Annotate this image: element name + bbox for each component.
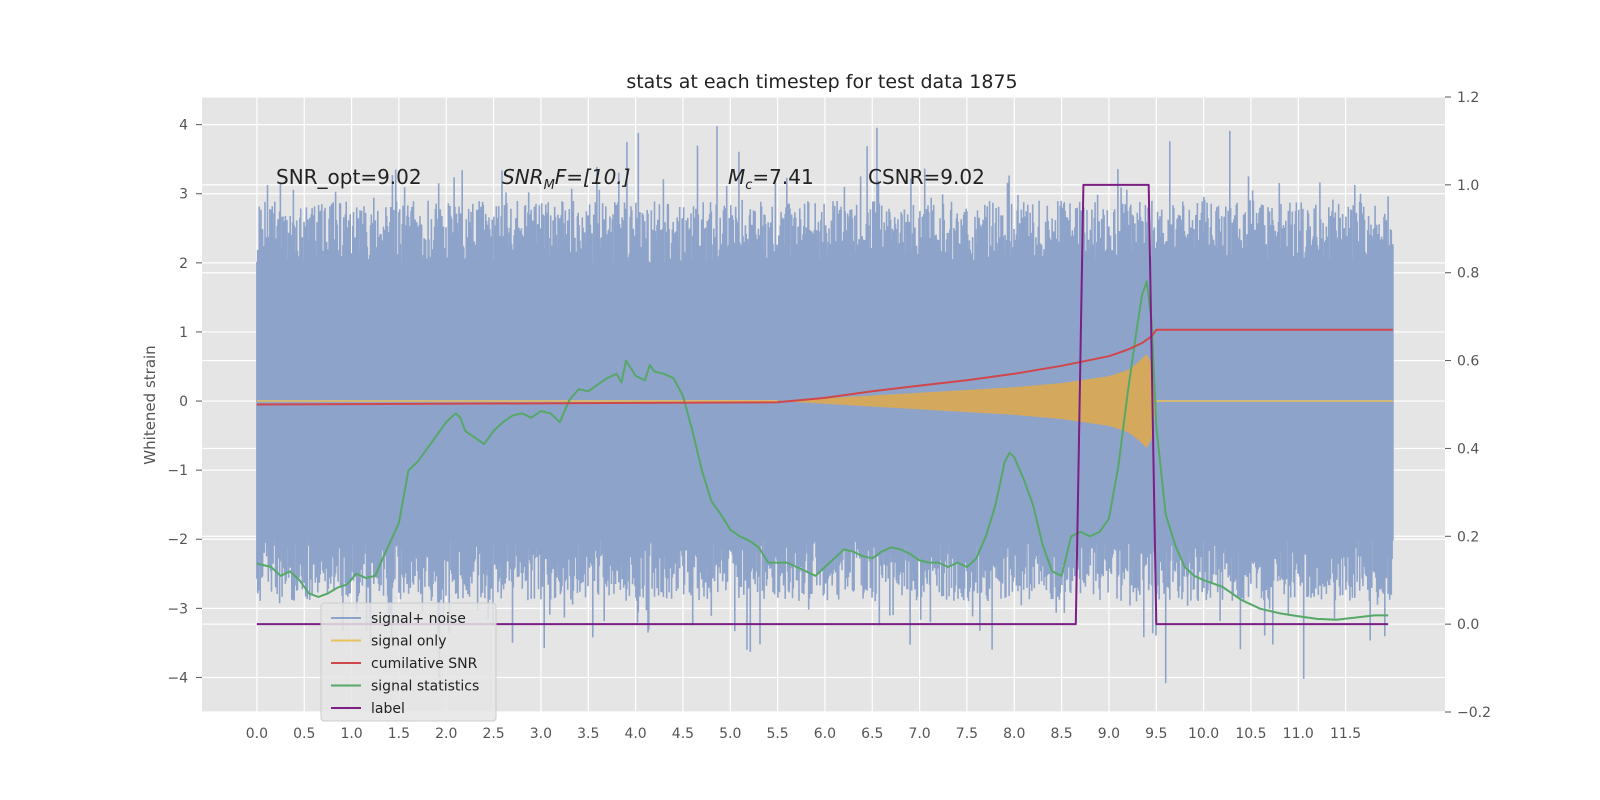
signal-statistics-line [256, 280, 1389, 621]
x-tick-label: 9.0 [1098, 726, 1120, 742]
annotation-mc: Mc=7.41 [728, 165, 814, 193]
signal-only-series [256, 354, 1393, 448]
x-axis: 0.0 0.5 1.0 1.5 2.0 2.5 3.0 3.5 4.0 4.5 5.0 5.5 6.0 6… [246, 726, 1361, 742]
y-tick-label: −1 [167, 463, 188, 479]
annotation-snr-mf-rest: F=[10.] [555, 165, 631, 189]
y2-tick-label: 1.2 [1457, 90, 1479, 106]
y2-tick-label: 1.0 [1457, 178, 1479, 194]
annotation-snr-mf: SNRMF=[10.] [502, 165, 630, 193]
legend-box [320, 602, 497, 722]
legend-entry: signal only [371, 634, 446, 650]
signal-only-envelope [777, 354, 1157, 448]
y2-tick-label: 0.4 [1457, 441, 1479, 457]
annotation-snr-opt: SNR_opt=9.02 [276, 165, 422, 189]
y-tick-label: 2 [179, 256, 188, 272]
x-tick-label: 0.0 [246, 726, 268, 742]
legend-entry: cumilative SNR [371, 656, 478, 672]
x-tick-label: 10.5 [1235, 726, 1266, 742]
line-series [256, 183, 1393, 626]
x-tick-label: 7.0 [908, 726, 930, 742]
x-tick-label: 11.5 [1330, 726, 1361, 742]
annotation-mc-sub: c [745, 178, 752, 193]
x-tick-label: 11.0 [1283, 726, 1314, 742]
y-axis-label: Whitened strain [141, 345, 159, 464]
x-tick-label: 8.5 [1050, 726, 1072, 742]
annotation-mc-rest: =7.41 [752, 165, 813, 189]
x-tick-label: 6.0 [814, 726, 836, 742]
y-axis-right: 1.2 1.0 0.8 0.6 0.4 0.2 0.0 −0.2 [1445, 90, 1491, 721]
x-tick-label: 3.0 [530, 726, 552, 742]
y-tick-label: −2 [167, 532, 188, 548]
x-tick-label: 4.5 [672, 726, 694, 742]
y2-tick-label: 0.2 [1457, 529, 1479, 545]
x-tick-label: 1.0 [340, 726, 362, 742]
label-line [256, 183, 1389, 626]
legend-entry: signal+ noise [371, 611, 466, 627]
y2-tick-label: 0.6 [1457, 354, 1479, 370]
y-tick-label: −4 [167, 670, 188, 686]
y2-tick-label: −0.2 [1457, 705, 1491, 721]
chart-title: stats at each timestep for test data 187… [626, 71, 1017, 93]
x-tick-label: 6.5 [861, 726, 883, 742]
annotation-csnr: CSNR=9.02 [868, 165, 985, 189]
legend: signal+ noise signal only cumilative SNR si… [320, 602, 497, 722]
y-axis-left: 4 3 2 1 0 −1 −2 −3 −4 [167, 118, 202, 686]
cumilative-snr-line [256, 328, 1393, 406]
y-tick-label: 0 [179, 394, 188, 410]
y2-tick-label: 0.0 [1457, 617, 1479, 633]
x-tick-label: 10.0 [1188, 726, 1219, 742]
y-tick-label: 1 [179, 325, 188, 341]
y-tick-label: 3 [179, 187, 188, 203]
x-tick-label: 8.0 [1003, 726, 1025, 742]
annotation-snr-mf-prefix: SNR [502, 165, 544, 189]
x-tick-label: 0.5 [293, 726, 315, 742]
y2-tick-label: 0.8 [1457, 266, 1479, 282]
x-tick-label: 3.5 [577, 726, 599, 742]
x-tick-label: 5.0 [719, 726, 741, 742]
y-tick-label: 4 [179, 118, 188, 134]
x-tick-label: 2.5 [482, 726, 504, 742]
legend-entry: label [371, 701, 405, 717]
x-tick-label: 2.0 [435, 726, 457, 742]
x-tick-label: 9.5 [1145, 726, 1167, 742]
y-tick-label: −3 [167, 601, 188, 617]
x-tick-label: 5.5 [766, 726, 788, 742]
annotation-snr-mf-sub: M [544, 178, 555, 193]
x-tick-label: 1.5 [388, 726, 410, 742]
annotation-mc-prefix: M [728, 165, 745, 189]
x-tick-label: 7.5 [956, 726, 978, 742]
legend-entry: signal statistics [371, 679, 479, 695]
x-tick-label: 4.0 [624, 726, 646, 742]
